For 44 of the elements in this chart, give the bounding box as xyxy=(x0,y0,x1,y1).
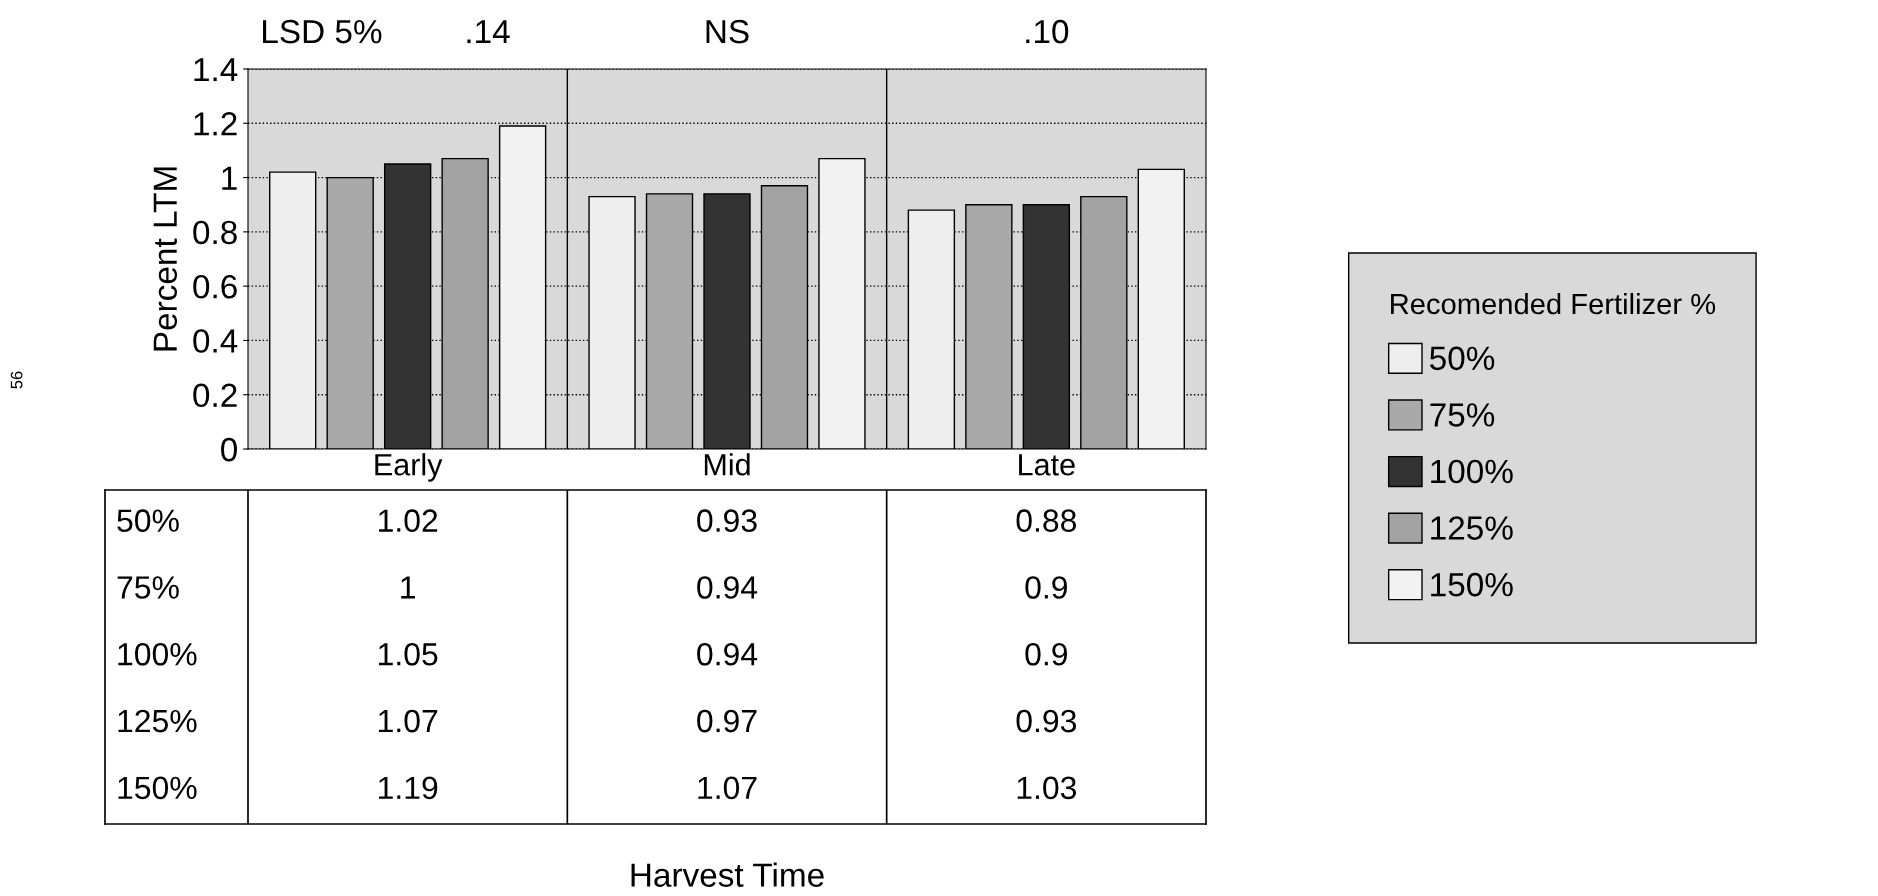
data-label: 1.07 xyxy=(379,709,438,733)
legend-label: 125% xyxy=(1431,516,1513,540)
legend-label: 75% xyxy=(1430,403,1495,427)
data-label: 0.97 xyxy=(697,709,757,733)
data-label: 0.9 xyxy=(1025,576,1068,599)
text: 50% xyxy=(117,509,179,532)
data-label: 1.05 xyxy=(379,642,438,666)
y-tick-label: 0.8 xyxy=(193,220,237,245)
y-tick-label: 1 xyxy=(222,166,237,190)
y-tick-label: 1.4 xyxy=(194,58,238,82)
data-label: 0.93 xyxy=(697,509,757,532)
text: 125% xyxy=(118,709,197,733)
data-label: 0.94 xyxy=(697,576,758,599)
text: 100% xyxy=(118,642,197,666)
legend-label: 100% xyxy=(1431,459,1513,484)
data-label: 1.03 xyxy=(1017,776,1077,800)
text: NS xyxy=(706,19,749,44)
text: LSD 5% xyxy=(263,19,382,44)
legend-title: Recomended Fertilizer % xyxy=(1391,292,1716,315)
data-label: 0.93 xyxy=(1016,709,1077,733)
x-tick-label: Early xyxy=(375,453,443,482)
legend-label: 50% xyxy=(1430,346,1495,371)
y-tick-label: 0.6 xyxy=(193,274,237,299)
y-tick-label: 0.4 xyxy=(193,329,238,353)
data-label: 1 xyxy=(401,576,415,599)
data-label: 1.02 xyxy=(379,509,438,532)
y-tick-label: 0 xyxy=(221,437,237,462)
text: .14 xyxy=(467,20,510,44)
legend-label: 150% xyxy=(1431,572,1513,597)
text: .10 xyxy=(1026,19,1069,44)
data-label: 1.19 xyxy=(379,776,438,800)
data-label: 0.94 xyxy=(697,642,758,666)
data-label: 1.07 xyxy=(698,776,757,800)
x-tick-label: Late xyxy=(1019,454,1075,476)
y-tick-label: 1.2 xyxy=(194,112,237,136)
data-label: 0.88 xyxy=(1016,509,1077,532)
y-axis-title: Percent LTM xyxy=(153,167,178,351)
y-tick-label: 0.2 xyxy=(193,383,237,408)
x-tick-label: Mid xyxy=(704,453,750,476)
text: 75% xyxy=(117,576,179,599)
data-label: 0.9 xyxy=(1025,642,1068,666)
text: 56 xyxy=(10,371,23,389)
text: Harvest Time xyxy=(631,862,824,887)
text: 150% xyxy=(118,776,197,800)
